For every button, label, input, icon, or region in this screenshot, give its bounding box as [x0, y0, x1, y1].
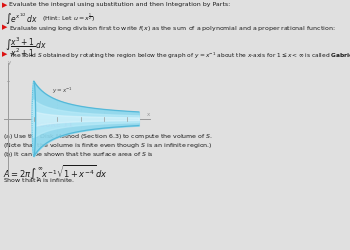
Text: $y = x^{-1}$: $y = x^{-1}$	[52, 86, 74, 96]
Text: x: x	[147, 112, 150, 117]
Text: ▶: ▶	[2, 51, 7, 57]
Text: Evaluate using long division first to write $f(x)$ as the sum of a polynomial an: Evaluate using long division first to wr…	[9, 24, 335, 33]
Text: (b) It can be shown that the surface area of $S$ is: (b) It can be shown that the surface are…	[3, 150, 154, 159]
Text: $A = 2\pi \int_1^{\infty} x^{-1}\sqrt{1 + x^{-4}}\,dx$: $A = 2\pi \int_1^{\infty} x^{-1}\sqrt{1 …	[3, 163, 108, 184]
Text: The solid $S$ obtained by rotating the region below the graph of $y = x^{-1}$ ab: The solid $S$ obtained by rotating the r…	[9, 51, 350, 61]
Text: ▶: ▶	[2, 24, 7, 30]
Text: $\int \dfrac{x^3+1}{x^2+1}\,dx$: $\int \dfrac{x^3+1}{x^2+1}\,dx$	[5, 36, 47, 59]
Ellipse shape	[32, 81, 36, 156]
Text: $\int e^{x^{1/2}}\,dx$: $\int e^{x^{1/2}}\,dx$	[5, 12, 38, 28]
Text: FIGURE 11: FIGURE 11	[32, 122, 72, 128]
Text: (a) Use the Disk Method (Section 6.3) to compute the volume of $S$.: (a) Use the Disk Method (Section 6.3) to…	[3, 132, 213, 141]
Ellipse shape	[33, 100, 35, 138]
Text: Show that $A$ is infinite.: Show that $A$ is infinite.	[3, 176, 75, 184]
Text: (Hint: Let $u = x^{\frac{1}{2}}$): (Hint: Let $u = x^{\frac{1}{2}}$)	[42, 12, 95, 25]
Text: (Note that the volume is finite even though $S$ is an infinite region.): (Note that the volume is finite even tho…	[3, 141, 213, 150]
Text: Evaluate the integral using substitution and then Integration by Parts:: Evaluate the integral using substitution…	[9, 2, 230, 7]
Text: y: y	[8, 60, 11, 65]
Text: ▶: ▶	[2, 2, 7, 8]
